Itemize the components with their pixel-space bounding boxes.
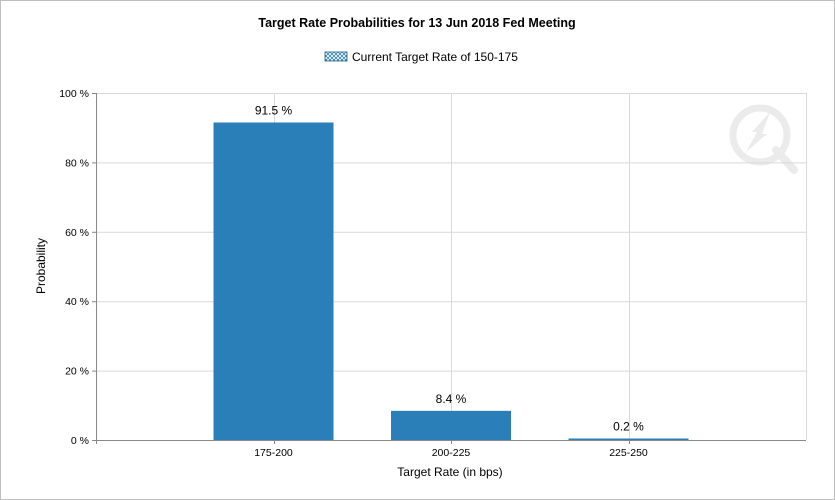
y-tick-label: 100 % [59, 88, 89, 100]
bar-225-250[interactable] [568, 438, 689, 441]
y-tick-label: 0 % [71, 435, 89, 447]
x-tick-label: 225-250 [609, 447, 648, 459]
data-label: 8.4 % [436, 392, 467, 406]
x-tick-label: 200-225 [432, 447, 471, 459]
legend-swatch-icon [324, 51, 348, 62]
x-axis-label: Target Rate (in bps) [397, 465, 502, 479]
data-label: 0.2 % [613, 420, 644, 434]
y-tick-label: 60 % [65, 227, 89, 239]
y-tick-label: 40 % [65, 296, 89, 308]
bar-175-200[interactable] [213, 122, 334, 441]
data-label: 91.5 % [255, 103, 293, 117]
logo-watermark-icon [729, 104, 798, 174]
bar-200-225[interactable] [391, 410, 511, 440]
legend[interactable]: Current Target Rate of 150-175 [324, 50, 518, 64]
x-tick-label: 175-200 [254, 447, 293, 459]
y-axis-label: Probability [34, 238, 48, 294]
y-tick-label: 20 % [65, 366, 89, 378]
legend-label: Current Target Rate of 150-175 [352, 50, 518, 64]
chart-title: Target Rate Probabilities for 13 Jun 201… [258, 16, 575, 30]
y-tick-label: 80 % [65, 157, 89, 169]
